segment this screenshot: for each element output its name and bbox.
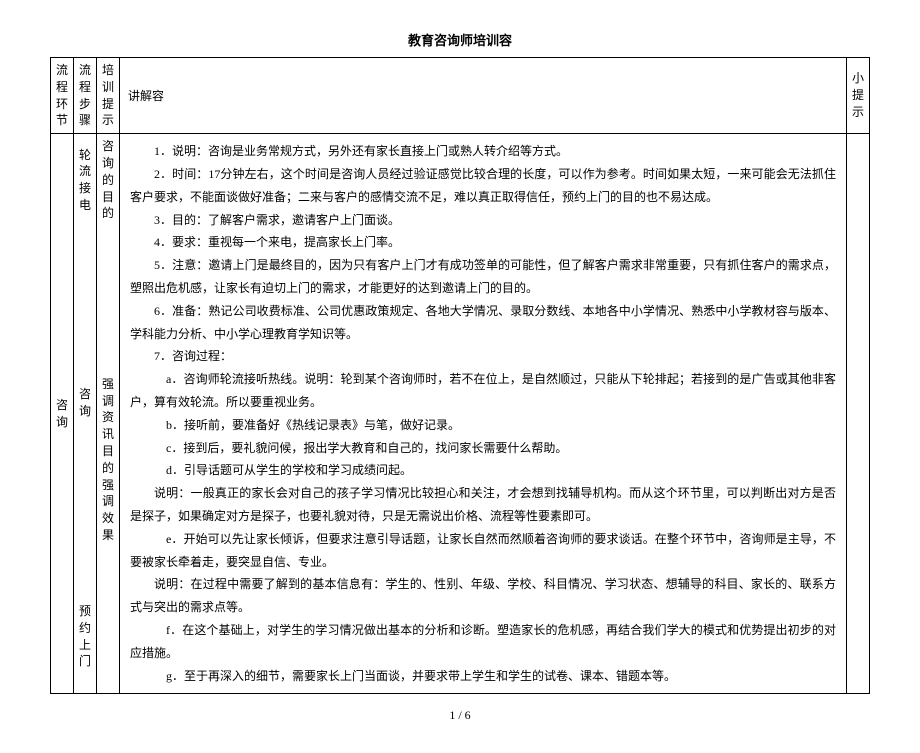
header-col5: 小提示 bbox=[847, 58, 870, 134]
cell-step-a: 轮流接电 bbox=[74, 134, 97, 226]
content-p7d: d．引导话题可从学生的学校和学习成绩问起。 bbox=[130, 459, 836, 482]
content-p7e: e．开始可以先让家长倾诉，但要求注意引导话题，让家长自然而然顺着咨询师的要求谈话… bbox=[130, 528, 836, 574]
page-title: 教育咨询师培训容 bbox=[50, 30, 870, 49]
cell-content: 1．说明：咨询是业务常规方式，另外还有家长直接上门或熟人转介绍等方式。 2．时间… bbox=[120, 134, 847, 694]
page-number: 1 / 6 bbox=[50, 708, 870, 723]
cell-tip bbox=[847, 134, 870, 694]
header-col2: 流程步骤 bbox=[74, 58, 97, 134]
content-p3: 3．目的：了解客户需求，邀请客户上门面谈。 bbox=[130, 209, 836, 232]
cell-step-b: 咨询 bbox=[74, 226, 97, 580]
content-p7g: g．至于再深入的细节，需要家长上门当面谈，并要求带上学生和学生的试卷、课本、错题… bbox=[130, 665, 836, 688]
content-p7a: a．咨询师轮流接听热线。说明：轮到某个咨询师时，若不在位上，是自然顺过，只能从下… bbox=[130, 368, 836, 414]
cell-stage: 咨询 bbox=[51, 134, 74, 694]
content-p7b: b．接听前，要准备好《热线记录表》与笔，做好记录。 bbox=[130, 414, 836, 437]
content-p7c: c．接到后，要礼貌问候，报出学大教育和自己的，找问家长需要什么帮助。 bbox=[130, 437, 836, 460]
header-col3: 培训提示 bbox=[97, 58, 120, 134]
content-p5: 5．注意：邀请上门是最终目的，因为只有客户上门才有成功签单的可能性，但了解客户需… bbox=[130, 254, 836, 300]
content-p4: 4．要求：重视每一个来电，提高家长上门率。 bbox=[130, 231, 836, 254]
content-p7f: f．在这个基础上，对学生的学习情况做出基本的分析和诊断。塑造家长的危机感，再结合… bbox=[130, 619, 836, 665]
content-p6: 6．准备：熟记公司收费标准、公司优惠政策规定、各地大学情况、录取分数线、本地各中… bbox=[130, 300, 836, 346]
header-col4: 讲解容 bbox=[120, 58, 847, 134]
content-p7: 7．咨询过程： bbox=[130, 345, 836, 368]
content-p1: 1．说明：咨询是业务常规方式，另外还有家长直接上门或熟人转介绍等方式。 bbox=[130, 140, 836, 163]
content-p2: 2．时间：17分钟左右，这个时间是咨询人员经过验证感觉比较合理的长度，可以作为参… bbox=[130, 163, 836, 209]
cell-hint-a: 咨询的目的 bbox=[97, 134, 120, 226]
cell-step-c: 预约上门 bbox=[74, 580, 97, 694]
header-col1: 流程环节 bbox=[51, 58, 74, 134]
content-p7e-note: 说明：在过程中需要了解到的基本信息有：学生的、性别、年级、学校、科目情况、学习状… bbox=[130, 573, 836, 619]
training-table: 流程环节 流程步骤 培训提示 讲解容 小提示 咨询 轮流接电 咨询的目的 1．说… bbox=[50, 57, 870, 694]
cell-hint-b: 强调资讯目的强调效果 bbox=[97, 226, 120, 694]
content-p7d-note: 说明：一般真正的家长会对自己的孩子学习情况比较担心和关注，才会想到找辅导机构。而… bbox=[130, 482, 836, 528]
